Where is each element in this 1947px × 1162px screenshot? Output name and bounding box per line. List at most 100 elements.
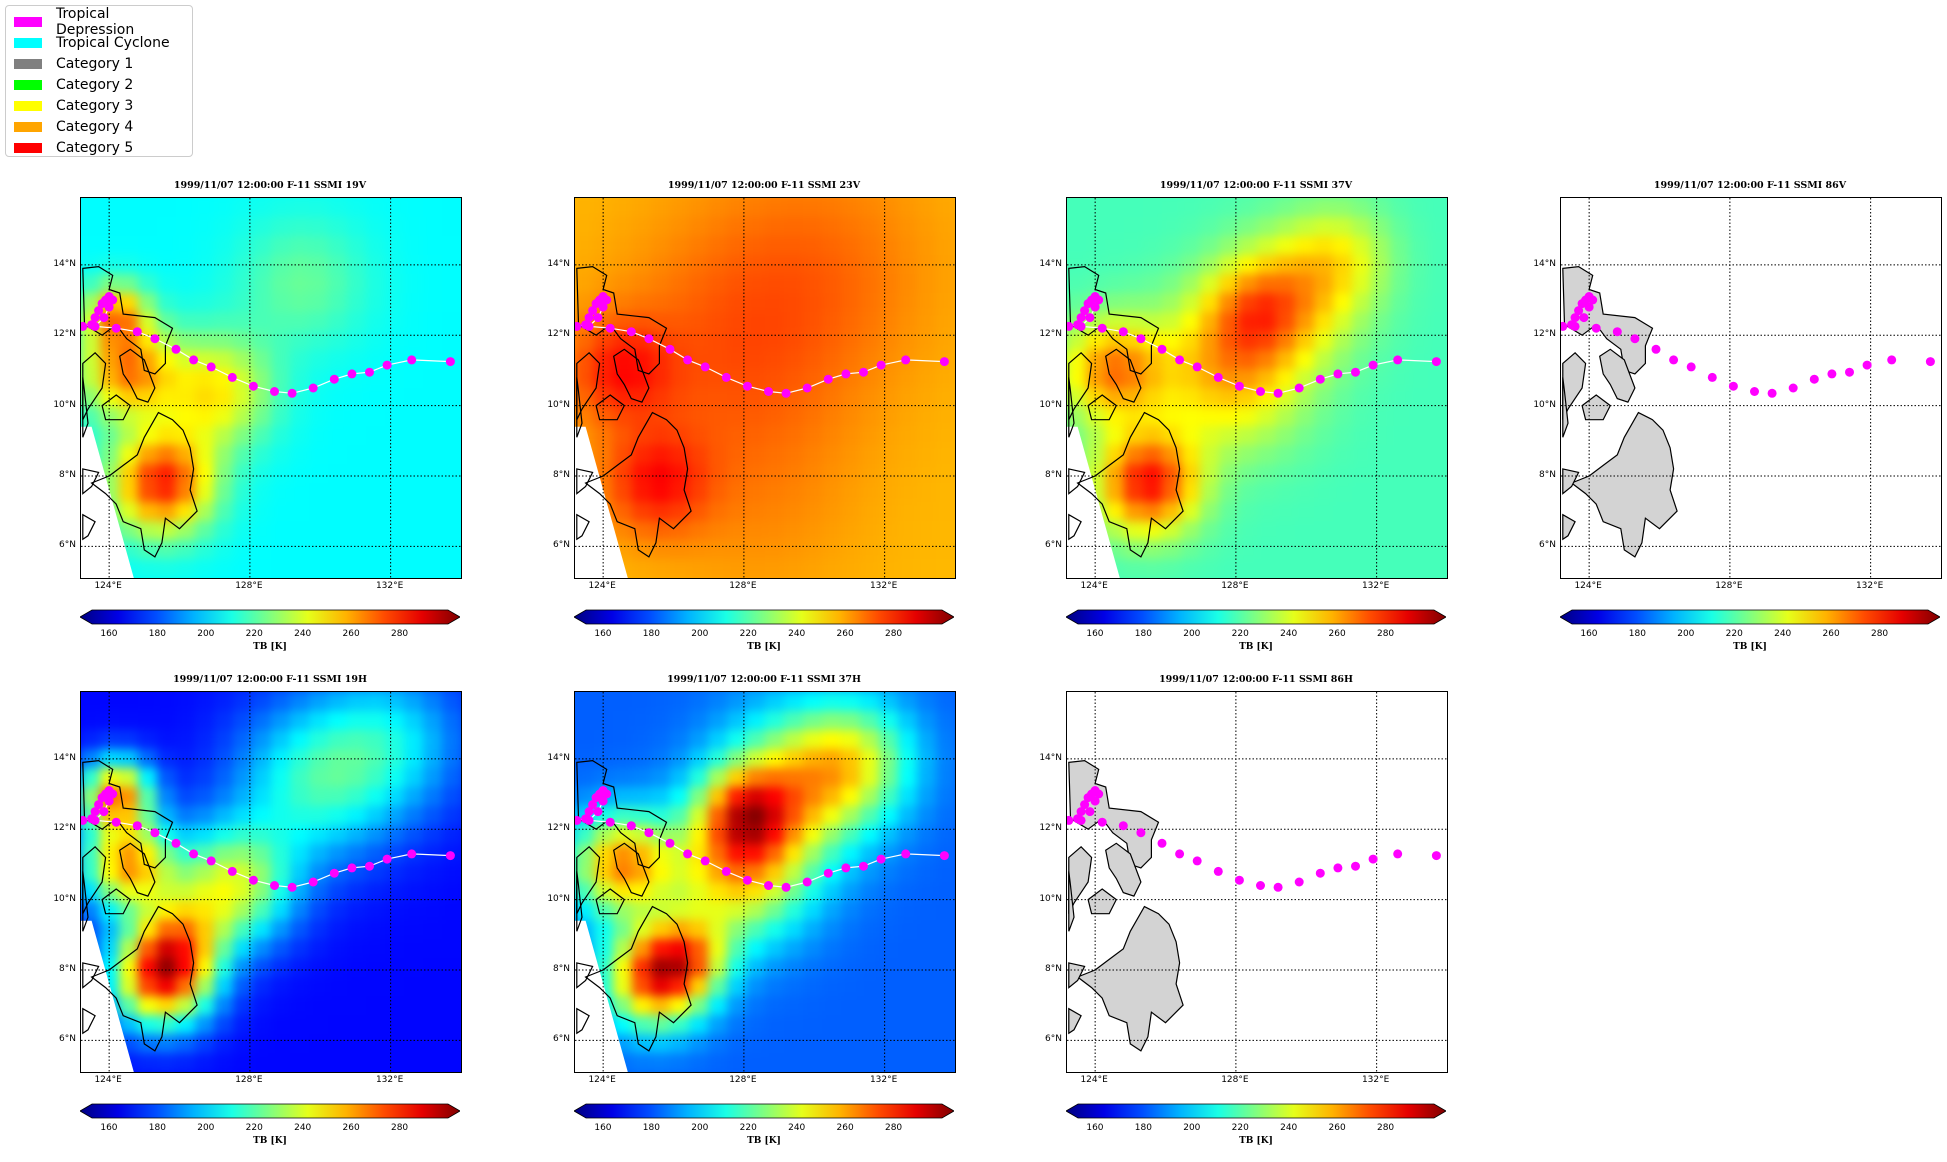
tb-cell: [1428, 502, 1447, 522]
coastline-sulu: [576, 1007, 590, 1035]
tb-cell: [746, 198, 766, 218]
tb-cell: [746, 1034, 766, 1054]
map-plot-area: [574, 197, 956, 579]
tb-cell: [385, 996, 405, 1016]
tb-cell: [803, 977, 823, 997]
tb-cell: [423, 464, 443, 484]
colorbar-tick-label: 260: [1822, 629, 1840, 639]
tb-cell: [936, 901, 955, 921]
tb-cell: [1200, 293, 1220, 313]
tb-cell: [195, 464, 215, 484]
tb-cell: [290, 787, 310, 807]
tb-cell: [822, 825, 842, 845]
tb-cell: [252, 825, 272, 845]
tb-cell: [252, 768, 272, 788]
tb-cell: [214, 312, 234, 332]
tb-cell: [632, 692, 652, 712]
tb-cell: [366, 559, 386, 578]
tb-cell: [157, 217, 177, 237]
tb-cell: [879, 388, 899, 408]
track-point: [1273, 882, 1283, 892]
colorbar-label: TB [K]: [1239, 642, 1273, 652]
tb-cell: [613, 863, 633, 883]
coastline-leyte: [1105, 842, 1142, 897]
tb-cell: [860, 445, 880, 465]
tb-cell: [860, 464, 880, 484]
track-point: [90, 313, 100, 323]
tb-cell: [727, 1053, 747, 1072]
track-point: [1097, 817, 1107, 827]
tb-cell: [271, 483, 291, 503]
tb-cell: [423, 806, 443, 826]
coastline-negros: [82, 377, 89, 438]
map-plot-area: [574, 691, 956, 1073]
lon-tick-label: 128°E: [729, 581, 757, 591]
tb-cell: [670, 369, 690, 389]
tb-cell: [727, 958, 747, 978]
tb-cell: [689, 445, 709, 465]
track-point: [1393, 355, 1403, 365]
tb-cell: [784, 293, 804, 313]
tb-cell: [784, 236, 804, 256]
tb-cell: [214, 939, 234, 959]
tb-cell: [119, 236, 139, 256]
tb-cell: [784, 1015, 804, 1035]
tb-cell: [670, 274, 690, 294]
tb-cell: [347, 312, 367, 332]
track-point: [1118, 327, 1128, 337]
tb-cell: [708, 217, 728, 237]
colorbar-tick-label: 180: [1134, 1123, 1152, 1133]
tb-cell: [689, 730, 709, 750]
tb-cell: [765, 236, 785, 256]
tb-cell: [860, 939, 880, 959]
tb-cell: [841, 445, 861, 465]
tb-cell: [1428, 217, 1447, 237]
tb-cell: [936, 331, 955, 351]
tb-cell: [879, 445, 899, 465]
tb-cell: [860, 977, 880, 997]
tb-cell: [1067, 255, 1087, 275]
tb-cell: [271, 445, 291, 465]
tb-cell: [366, 502, 386, 522]
tb-cell: [1143, 483, 1163, 503]
tb-cell: [423, 996, 443, 1016]
tb-cell: [860, 407, 880, 427]
tb-cell: [1200, 369, 1220, 389]
tb-cell: [651, 426, 671, 446]
tb-cell: [822, 996, 842, 1016]
tb-cell: [290, 958, 310, 978]
track-point: [626, 327, 636, 337]
colorbar-tick-label: 180: [642, 1123, 660, 1133]
track-point: [1097, 323, 1107, 333]
tb-cell: [841, 939, 861, 959]
tb-cell: [1333, 559, 1353, 578]
tb-cell: [1428, 255, 1447, 275]
map-svg: [1561, 198, 1941, 578]
track-point: [584, 313, 594, 323]
tb-cell: [1200, 407, 1220, 427]
track-point: [1767, 388, 1777, 398]
tb-cell: [879, 806, 899, 826]
track-point: [1234, 875, 1244, 885]
tb-cell: [81, 369, 101, 389]
track-point: [287, 882, 297, 892]
tb-cell: [822, 445, 842, 465]
track-point: [90, 815, 100, 825]
track-point: [859, 861, 868, 871]
tb-cell: [404, 768, 424, 788]
tb-cell: [81, 730, 101, 750]
track-point: [94, 800, 104, 810]
tb-cell: [613, 255, 633, 275]
tb-cell: [1352, 236, 1372, 256]
legend-label: Tropical Cyclone: [56, 35, 170, 51]
tb-cell: [746, 407, 766, 427]
track-point: [1827, 369, 1837, 379]
tb-cell: [1276, 445, 1296, 465]
tb-cell: [233, 768, 253, 788]
tb-cell: [1067, 331, 1087, 351]
tb-cell: [1124, 274, 1144, 294]
tb-cell: [803, 331, 823, 351]
tb-cell: [195, 825, 215, 845]
tb-cell: [309, 521, 329, 541]
tb-cell: [195, 274, 215, 294]
